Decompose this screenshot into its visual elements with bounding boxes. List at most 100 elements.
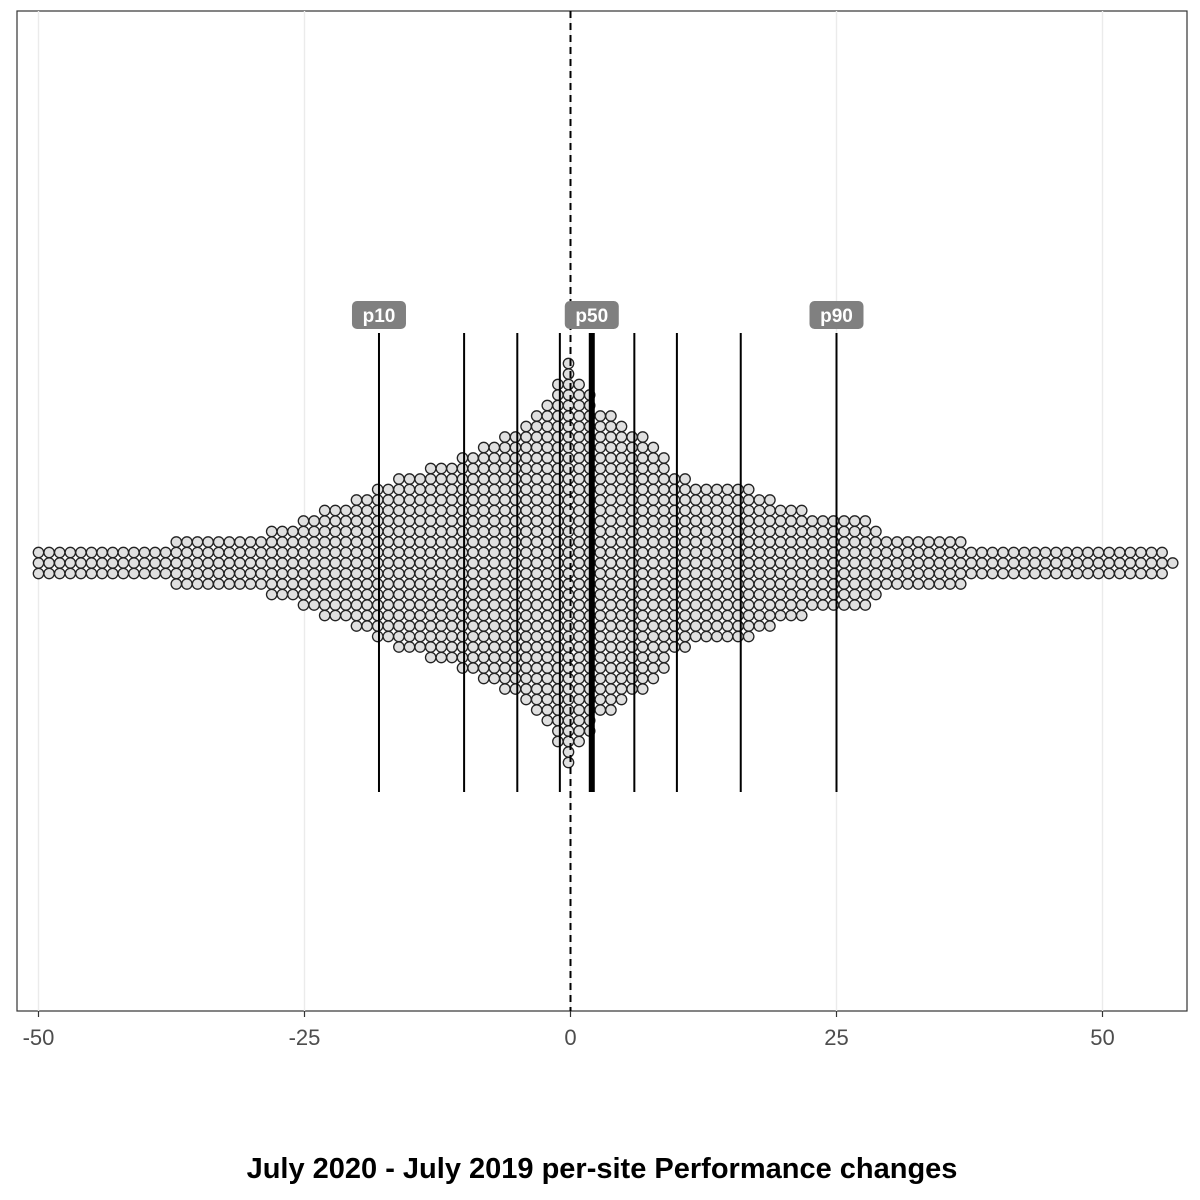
data-point xyxy=(923,567,935,580)
data-point xyxy=(615,431,628,443)
data-point xyxy=(552,536,564,548)
data-point xyxy=(530,651,543,664)
data-point xyxy=(711,525,723,538)
data-point xyxy=(297,567,310,580)
data-point xyxy=(923,546,935,559)
data-point xyxy=(106,567,119,580)
data-point xyxy=(944,557,956,569)
data-point xyxy=(933,536,946,548)
data-point xyxy=(700,620,713,632)
data-point xyxy=(414,620,426,632)
data-point xyxy=(530,693,543,706)
data-point xyxy=(202,557,214,569)
data-point xyxy=(244,578,257,590)
data-point xyxy=(32,546,45,559)
data-point xyxy=(615,462,628,475)
data-point xyxy=(944,536,956,548)
data-point xyxy=(499,462,511,475)
data-point xyxy=(605,420,617,433)
data-point xyxy=(552,714,564,727)
data-point xyxy=(573,389,585,401)
data-point xyxy=(997,546,1009,559)
data-point xyxy=(668,525,681,538)
data-point xyxy=(1156,557,1168,569)
data-point xyxy=(573,578,585,590)
data-point xyxy=(1156,567,1168,580)
data-point xyxy=(573,410,585,422)
data-point xyxy=(64,546,77,559)
data-point xyxy=(170,546,183,559)
data-point xyxy=(488,620,501,632)
data-point xyxy=(859,588,872,601)
data-point xyxy=(838,546,850,559)
data-point xyxy=(371,557,384,569)
data-point xyxy=(477,662,490,674)
data-point xyxy=(562,525,575,538)
data-point xyxy=(912,578,925,590)
data-point xyxy=(181,546,193,559)
data-point xyxy=(265,578,278,590)
data-point xyxy=(202,546,214,559)
data-point xyxy=(424,462,437,475)
data-point xyxy=(626,620,638,632)
data-point xyxy=(880,567,893,580)
data-point xyxy=(933,557,946,569)
data-point xyxy=(541,473,554,485)
data-point xyxy=(435,536,448,548)
data-point xyxy=(891,536,903,548)
data-point xyxy=(870,567,882,580)
data-point xyxy=(679,494,691,506)
data-point xyxy=(1071,567,1084,580)
data-point xyxy=(573,609,585,622)
data-point xyxy=(371,483,384,496)
data-point xyxy=(382,504,395,517)
data-point xyxy=(562,704,575,716)
data-point xyxy=(541,662,554,674)
data-point xyxy=(265,546,278,559)
data-point xyxy=(552,410,564,422)
data-point xyxy=(520,672,532,685)
data-point xyxy=(1029,546,1041,559)
percentile-labels: p10 p50 p90 xyxy=(351,301,864,329)
data-point xyxy=(647,651,660,664)
data-point xyxy=(265,557,278,569)
data-point xyxy=(403,567,416,580)
data-point xyxy=(85,567,98,580)
data-point xyxy=(647,630,660,643)
data-point xyxy=(340,578,352,590)
data-point xyxy=(689,557,702,569)
data-point xyxy=(520,473,532,485)
data-point xyxy=(371,609,384,622)
data-point xyxy=(318,546,331,559)
data-point xyxy=(340,525,352,538)
data-point xyxy=(573,714,585,727)
data-point xyxy=(679,504,691,517)
data-point xyxy=(552,462,564,475)
data-point xyxy=(668,536,681,548)
data-point xyxy=(679,578,691,590)
data-point xyxy=(944,578,956,590)
data-point xyxy=(721,546,734,559)
data-point xyxy=(764,567,776,580)
data-point xyxy=(774,557,787,569)
data-point xyxy=(753,536,766,548)
data-point xyxy=(297,525,310,538)
data-point xyxy=(933,567,946,580)
data-point xyxy=(1039,557,1052,569)
data-point xyxy=(530,599,543,611)
data-point xyxy=(456,630,469,643)
data-point xyxy=(509,641,522,653)
data-point xyxy=(615,693,628,706)
data-point xyxy=(1060,567,1073,580)
data-point xyxy=(573,420,585,433)
data-point xyxy=(467,641,479,653)
data-point xyxy=(742,546,755,559)
data-point xyxy=(901,578,914,590)
data-point xyxy=(456,588,469,601)
data-point xyxy=(520,588,532,601)
data-point xyxy=(573,399,585,412)
data-point xyxy=(499,651,511,664)
data-point xyxy=(276,567,289,580)
data-point xyxy=(711,609,723,622)
data-point xyxy=(456,483,469,496)
